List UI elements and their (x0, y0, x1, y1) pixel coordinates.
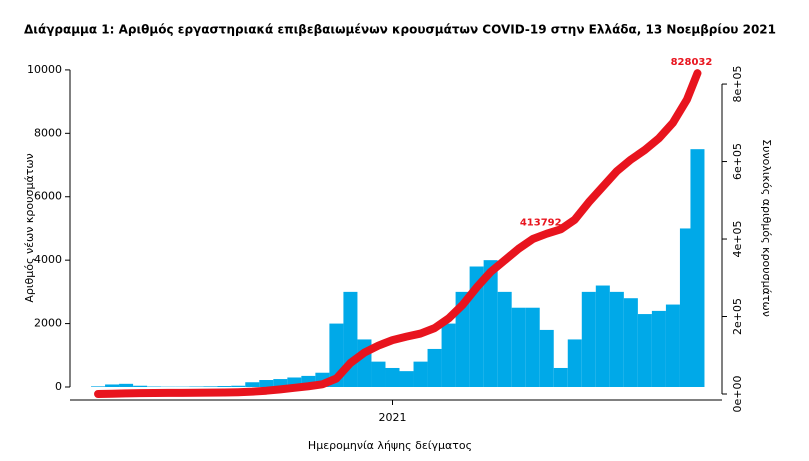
y-tick-label: 4000 (34, 253, 62, 266)
bar (511, 307, 526, 387)
bar (497, 291, 512, 387)
bar (427, 348, 442, 387)
bar (203, 386, 218, 387)
bar (287, 377, 302, 387)
bar (245, 382, 260, 387)
bar (595, 285, 610, 387)
bar (91, 386, 106, 387)
bar (553, 367, 568, 387)
annotation: 413792 (520, 218, 562, 229)
y2-tick-label: 8e+05 (731, 66, 744, 103)
y-tick-label: 8000 (34, 126, 62, 139)
bar (441, 323, 456, 387)
bar (525, 307, 540, 387)
y2-tick-label: 0e+00 (731, 376, 744, 413)
bar (567, 339, 582, 387)
y-axis-label: Αριθμός νέων κρουσμάτων (23, 153, 36, 302)
bar (483, 260, 498, 387)
bar (133, 385, 148, 387)
bar (105, 384, 120, 387)
bar (259, 380, 274, 387)
bar (609, 291, 624, 387)
bar (539, 329, 554, 387)
y2-tick-label: 2e+05 (731, 298, 744, 335)
bar (413, 361, 428, 387)
bar (399, 371, 414, 387)
y-tick-label: 6000 (34, 190, 62, 203)
bar (455, 291, 470, 387)
x-axis-label: Ημερομηνία λήψης δείγματος (308, 439, 472, 452)
y2-axis-label: Συνολικός αριθμός κρουσμάτων (760, 139, 773, 317)
bar (651, 310, 666, 387)
bar (119, 383, 134, 387)
bar (301, 375, 316, 387)
x-tick-label: 2021 (378, 411, 406, 424)
y-tick-label: 10000 (27, 63, 62, 76)
y2-tick-label: 6e+05 (731, 143, 744, 180)
bar (581, 291, 596, 387)
y2-tick-label: 4e+05 (731, 221, 744, 258)
annotation: 828032 (671, 57, 713, 68)
line (94, 69, 702, 398)
chart-title: Διάγραμμα 1: Αριθμός εργαστηριακά επιβεβ… (24, 23, 776, 37)
bar (690, 149, 705, 387)
bar (623, 298, 638, 387)
y-tick-label: 2000 (34, 317, 62, 330)
bar (217, 386, 232, 387)
bar (273, 379, 288, 387)
bar (231, 385, 246, 387)
bar (371, 361, 386, 387)
bar (637, 314, 652, 387)
bar (665, 304, 680, 387)
y-tick-label: 0 (55, 380, 62, 393)
bar (385, 367, 400, 387)
